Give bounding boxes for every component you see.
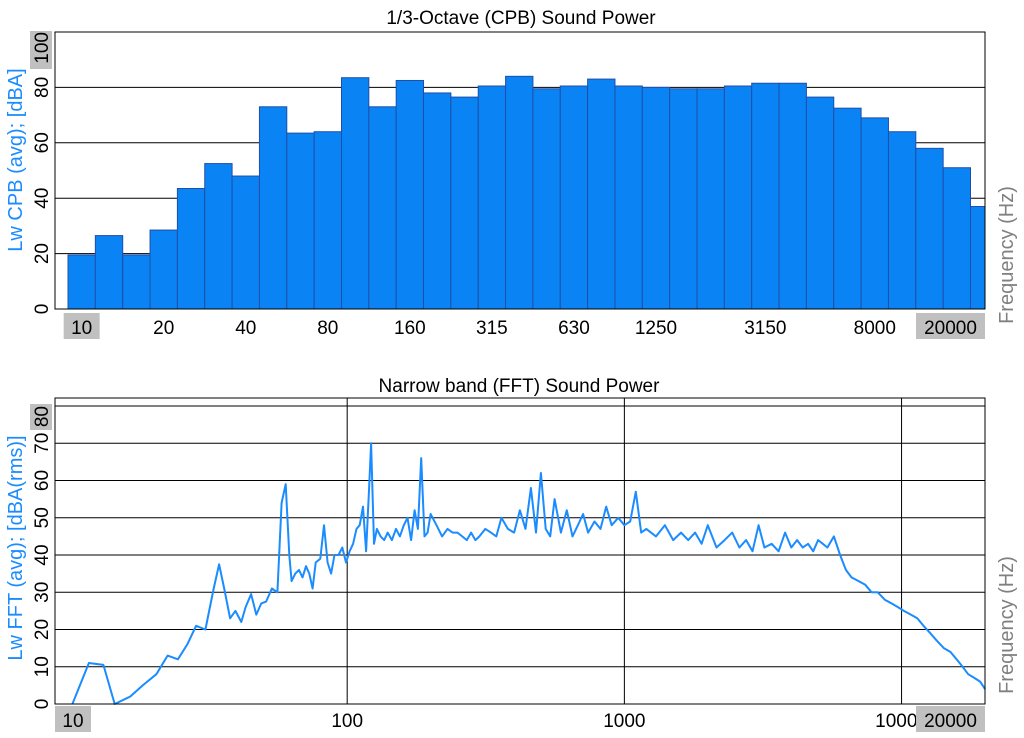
cpb-x-tick-label: 80 — [317, 318, 338, 339]
cpb-bar — [122, 254, 151, 310]
fft-series-line — [71, 442, 986, 705]
cpb-bar — [340, 77, 370, 310]
cpb-x-tick-label: 315 — [476, 318, 508, 339]
cpb-y-tick-highlight — [30, 31, 52, 69]
fft-x-tick-label: 1000 — [603, 711, 645, 732]
cpb-y-tick-label: 20 — [32, 243, 53, 264]
cpb-bar — [258, 106, 288, 310]
cpb-bar — [67, 254, 96, 310]
cpb-x-tick-highlight — [916, 313, 985, 339]
fft-y-tick-label: 60 — [32, 470, 53, 491]
fft-x-axis-label: Frequency (Hz) — [996, 556, 1018, 694]
cpb-bar — [942, 167, 972, 310]
cpb-bar — [450, 96, 479, 310]
cpb-bar — [614, 85, 643, 310]
fft-x-tick-highlight — [55, 706, 91, 732]
cpb-x-tick-label: 160 — [394, 318, 426, 339]
cpb-bar — [860, 117, 889, 310]
cpb-x-tick-label: 1250 — [635, 318, 677, 339]
cpb-bar — [915, 147, 944, 310]
cpb-bar — [505, 75, 534, 310]
cpb-x-tick-label: 20000 — [924, 318, 977, 339]
fft-x-tick-label: 100 — [331, 711, 363, 732]
fft-y-axis-label: Lw FFT (avg); [dBA(rms)] — [5, 435, 27, 660]
fft-x-tick-label: 20000 — [924, 711, 977, 732]
cpb-chart: 1/3-Octave (CPB) Sound Power 0 20 40 60 80 10… — [5, 8, 1018, 339]
cpb-bar — [313, 131, 342, 310]
cpb-y-tick-label: 100 — [32, 32, 53, 64]
cpb-bar — [477, 85, 507, 310]
fft-plot-frame — [54, 397, 986, 705]
cpb-bar — [149, 229, 178, 310]
cpb-bar — [669, 88, 698, 310]
fft-y-tick-label: 30 — [32, 582, 53, 603]
fft-x-tick-label: 10 — [62, 711, 83, 732]
fft-y-tick-label: 20 — [32, 619, 53, 640]
cpb-chart-title: 1/3-Octave (CPB) Sound Power — [386, 8, 656, 29]
fft-y-tick-label: 80 — [32, 406, 53, 427]
cpb-bar — [887, 131, 917, 310]
cpb-bar — [231, 175, 260, 310]
fft-y-tick-label: 70 — [32, 433, 53, 454]
cpb-y-axis-label: Lw CPB (avg); [dBA] — [5, 68, 27, 251]
fft-y-tick-highlight — [30, 404, 52, 430]
cpb-bar — [723, 85, 753, 310]
cpb-bar — [286, 132, 315, 310]
cpb-bar — [696, 88, 725, 310]
cpb-y-tick-label: 80 — [32, 77, 53, 98]
cpb-x-tick-label: 3150 — [744, 318, 786, 339]
cpb-x-tick-label: 40 — [235, 318, 256, 339]
cpb-x-tick-label: 10 — [71, 318, 92, 339]
cpb-x-tick-label: 630 — [558, 318, 590, 339]
cpb-x-tick-highlight — [63, 313, 100, 339]
fft-y-tick-label: 50 — [32, 507, 53, 528]
fft-chart-title: Narrow band (FFT) Sound Power — [379, 376, 661, 397]
cpb-bar — [94, 235, 124, 310]
fft-x-tick-highlight — [916, 706, 985, 732]
cpb-x-tick-label: 8000 — [854, 318, 896, 339]
cpb-bar — [970, 206, 986, 310]
cpb-bar — [395, 79, 425, 310]
cpb-plot-frame — [54, 31, 986, 310]
cpb-bar — [559, 85, 589, 310]
cpb-y-tick-label: 60 — [32, 132, 53, 153]
cpb-bar — [641, 86, 671, 310]
cpb-bar — [833, 107, 862, 310]
fft-y-tick-label: 40 — [32, 544, 53, 565]
cpb-bar — [778, 82, 807, 310]
fft-y-tick-label: 0 — [32, 699, 53, 710]
cpb-bar — [587, 78, 616, 310]
cpb-bar — [368, 106, 397, 310]
cpb-bar — [176, 188, 206, 310]
cpb-bar — [532, 88, 561, 310]
cpb-y-tick-label: 40 — [32, 188, 53, 209]
fft-x-tick-label: 10000 — [875, 711, 928, 732]
cpb-y-tick-label: 0 — [32, 304, 53, 315]
cpb-bar — [204, 163, 233, 310]
cpb-bar — [805, 96, 835, 310]
cpb-x-axis-label: Frequency (Hz) — [996, 186, 1018, 324]
cpb-x-tick-label: 20 — [153, 318, 174, 339]
cpb-bar — [423, 92, 452, 310]
fft-y-tick-label: 10 — [32, 656, 53, 677]
fft-chart: Narrow band (FFT) Sound Power 0 10 20 30 40 5… — [5, 376, 1018, 732]
cpb-bar — [751, 82, 780, 310]
